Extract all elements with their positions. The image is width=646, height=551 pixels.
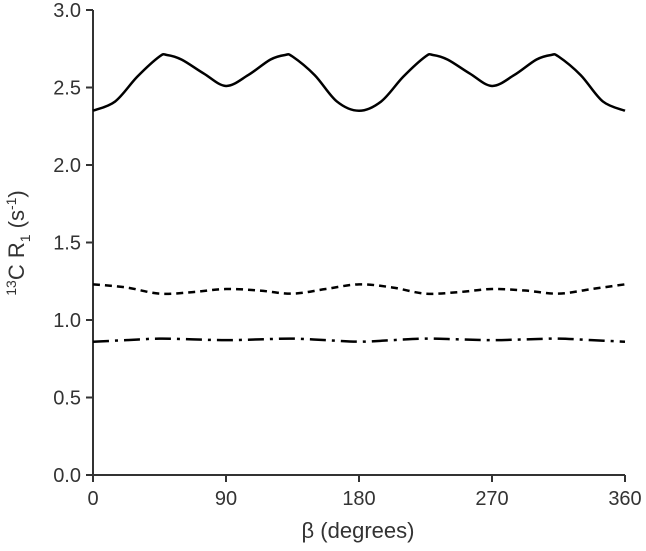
y-axis-ticks: 0.0 0.5 1.0 1.5 2.0 2.5 3.0 bbox=[53, 0, 93, 487]
y-tick-label: 2.5 bbox=[53, 78, 81, 100]
y-tick-label: 1.5 bbox=[53, 233, 81, 255]
y-tick-label: 2.0 bbox=[53, 155, 81, 177]
x-axis-ticks: 0 90 180 270 360 bbox=[87, 475, 642, 510]
series-line-2-dashed bbox=[92, 283, 626, 296]
y-axis-title-subscript: 1 bbox=[17, 234, 33, 242]
x-tick-label: 180 bbox=[342, 488, 375, 510]
y-axis-title-units-close: ) bbox=[4, 190, 29, 197]
series-line-1-solid bbox=[92, 52, 626, 113]
x-tick-label: 270 bbox=[475, 488, 508, 510]
y-axis-title-mass-number: 13 bbox=[3, 280, 19, 296]
x-axis-title: β (degrees) bbox=[302, 518, 415, 543]
series-line-3-dash-dot bbox=[92, 337, 626, 343]
x-tick-label: 0 bbox=[87, 488, 98, 510]
y-tick-label: 1.0 bbox=[53, 310, 81, 332]
y-axis-title-units-exponent: -1 bbox=[3, 197, 19, 210]
y-axis-title-base: C R bbox=[4, 242, 29, 280]
y-axis-title-units-open: (s bbox=[4, 210, 29, 234]
y-tick-label: 0.0 bbox=[53, 465, 81, 487]
x-tick-label: 90 bbox=[215, 488, 237, 510]
x-tick-label: 360 bbox=[608, 488, 641, 510]
series-group bbox=[92, 52, 626, 343]
y-axis-title: 13C R1 (s-1) bbox=[3, 190, 33, 296]
y-tick-label: 0.5 bbox=[53, 388, 81, 410]
y-tick-label: 3.0 bbox=[53, 0, 81, 22]
